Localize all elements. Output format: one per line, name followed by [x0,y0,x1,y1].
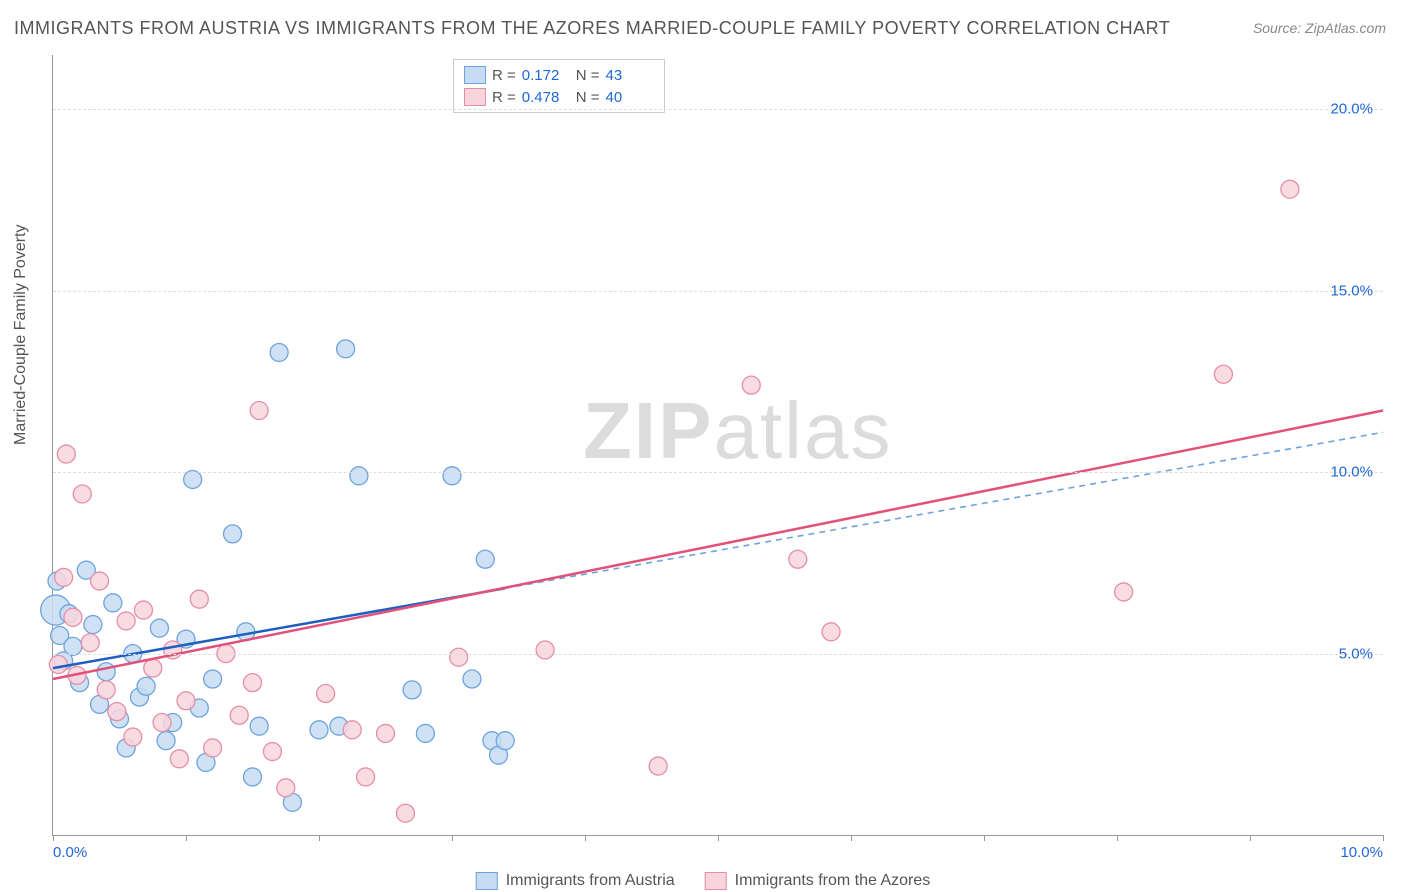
data-point [357,768,375,786]
data-point [270,343,288,361]
data-point [416,724,434,742]
data-point [337,340,355,358]
data-point [244,674,262,692]
x-tick-label: 10.0% [1340,844,1383,861]
legend-stats: R = 0.172 N = 43 R = 0.478 N = 40 [453,59,665,113]
data-point [224,525,242,543]
r-value-azores: 0.478 [522,89,570,106]
y-tick-label: 5.0% [1339,645,1373,662]
legend-row-azores: R = 0.478 N = 40 [464,86,654,108]
chart-title: IMMIGRANTS FROM AUSTRIA VS IMMIGRANTS FR… [14,18,1170,39]
y-axis-label: Married-Couple Family Poverty [12,224,30,445]
data-point [204,670,222,688]
data-point [170,750,188,768]
x-tick-label: 0.0% [53,844,87,861]
data-point [277,779,295,797]
data-point [463,670,481,688]
data-point [1115,583,1133,601]
data-point [137,677,155,695]
swatch-azores [705,872,727,890]
legend-bottom: Immigrants from Austria Immigrants from … [476,872,931,890]
data-point [55,568,73,586]
legend-item-azores: Immigrants from the Azores [705,872,931,890]
data-point [742,376,760,394]
data-point [57,445,75,463]
data-point [108,703,126,721]
data-point [250,402,268,420]
y-tick-label: 20.0% [1330,101,1373,118]
y-tick-label: 10.0% [1330,464,1373,481]
data-point [317,685,335,703]
data-point [450,648,468,666]
data-point [124,728,142,746]
data-point [822,623,840,641]
data-point [97,663,115,681]
data-point [104,594,122,612]
data-point [97,681,115,699]
data-point [204,739,222,757]
data-point [1281,180,1299,198]
data-point [73,485,91,503]
data-point [396,804,414,822]
trend-line [53,411,1383,679]
data-point [244,768,262,786]
data-point [1214,365,1232,383]
trend-line-extension [505,432,1383,588]
data-point [49,655,67,673]
data-point [310,721,328,739]
data-point [343,721,361,739]
data-point [150,619,168,637]
data-point [153,714,171,732]
swatch-azores [464,88,486,106]
data-point [403,681,421,699]
data-point [117,612,135,630]
legend-label-azores: Immigrants from the Azores [735,872,931,890]
data-point [64,608,82,626]
data-point [443,467,461,485]
swatch-austria [476,872,498,890]
data-point [649,757,667,775]
y-tick-label: 15.0% [1330,282,1373,299]
data-point [144,659,162,677]
source-attribution: Source: ZipAtlas.com [1253,20,1386,36]
plot-area: ZIPatlas R = 0.172 N = 43 R = 0.478 N = … [52,55,1383,836]
data-point [377,724,395,742]
n-label: N = [576,89,600,106]
data-point [496,732,514,750]
data-point [789,550,807,568]
data-point [250,717,268,735]
data-point [230,706,248,724]
n-value-azores: 40 [606,89,654,106]
legend-item-austria: Immigrants from Austria [476,872,675,890]
n-label: N = [576,67,600,84]
chart-svg [53,55,1383,835]
data-point [134,601,152,619]
r-value-austria: 0.172 [522,67,570,84]
data-point [190,590,208,608]
data-point [263,743,281,761]
legend-label-austria: Immigrants from Austria [506,872,675,890]
data-point [84,616,102,634]
data-point [476,550,494,568]
r-label: R = [492,89,516,106]
data-point [81,634,99,652]
r-label: R = [492,67,516,84]
legend-row-austria: R = 0.172 N = 43 [464,64,654,86]
data-point [91,572,109,590]
data-point [157,732,175,750]
data-point [350,467,368,485]
data-point [177,692,195,710]
swatch-austria [464,66,486,84]
data-point [536,641,554,659]
n-value-austria: 43 [606,67,654,84]
